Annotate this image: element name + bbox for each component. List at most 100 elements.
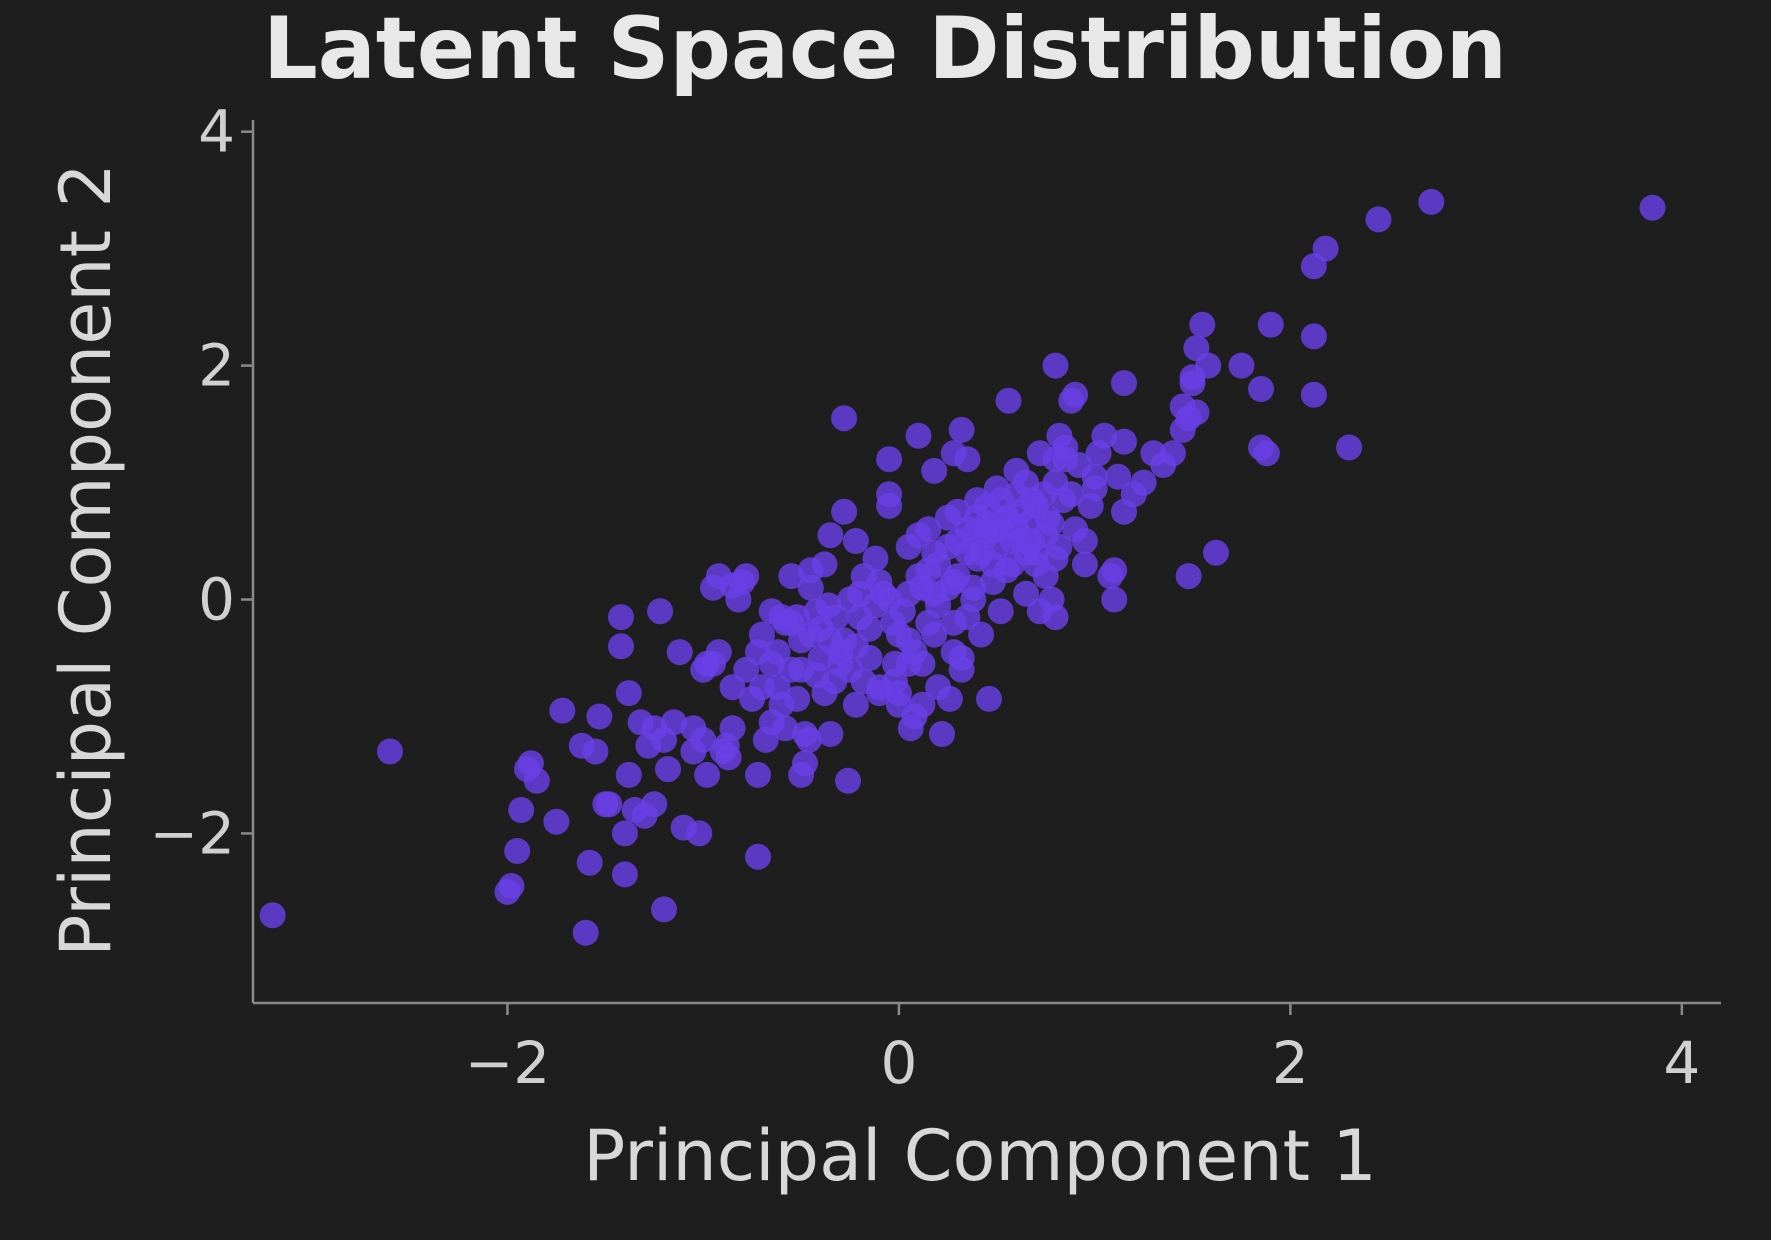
data-point [1046, 422, 1073, 449]
x-tick-label: −2 [465, 1029, 551, 1097]
data-point [1195, 352, 1222, 379]
data-point [954, 446, 981, 473]
data-point [719, 674, 746, 701]
data-point [842, 633, 869, 660]
data-point [1101, 557, 1128, 584]
data-point [905, 422, 932, 449]
data-point [921, 457, 948, 484]
data-point [745, 761, 771, 788]
data-point [715, 744, 742, 771]
data-point [586, 703, 613, 730]
x-tick-label: 4 [1663, 1029, 1700, 1097]
data-point [694, 650, 721, 677]
data-point [788, 627, 815, 654]
data-point [948, 416, 975, 443]
data-point [745, 843, 771, 870]
data-point [694, 761, 721, 788]
data-point [719, 715, 746, 742]
data-point [856, 615, 883, 642]
data-point [795, 726, 822, 753]
data-point [968, 621, 995, 648]
data-point [1081, 475, 1108, 502]
data-point [498, 873, 525, 899]
data-point [905, 522, 932, 549]
data-point [784, 685, 811, 712]
x-axis-label: Principal Component 1 [583, 1115, 1377, 1197]
data-point [778, 563, 805, 590]
data-point [944, 528, 971, 554]
data-point [733, 563, 760, 590]
data-point [745, 639, 771, 666]
data-point [700, 574, 726, 601]
data-point [1042, 545, 1069, 572]
data-point [1013, 580, 1040, 607]
y-tick-label: 4 [198, 98, 235, 166]
data-point [936, 685, 963, 712]
data-point [608, 604, 634, 631]
data-point [1058, 387, 1085, 414]
data-point [543, 808, 570, 835]
data-point [1042, 604, 1069, 631]
data-point [686, 820, 713, 847]
data-point [772, 609, 799, 636]
data-point [831, 405, 858, 432]
data-point [792, 750, 818, 777]
data-point [1179, 370, 1206, 397]
data-point [823, 604, 850, 631]
data-point [1183, 399, 1210, 426]
data-point [1365, 206, 1392, 233]
data-point [817, 522, 844, 549]
data-point [1203, 539, 1229, 566]
data-point [1189, 311, 1216, 338]
data-point [508, 797, 535, 823]
data-point [666, 639, 693, 666]
data-point [655, 756, 681, 783]
data-point [1034, 504, 1061, 531]
y-axis-label: Principal Component 2 [45, 163, 127, 957]
data-point [803, 662, 830, 689]
data-point [909, 691, 936, 718]
data-point [987, 598, 1014, 625]
points-layer [259, 188, 1666, 946]
data-point [1101, 586, 1128, 613]
data-point [1071, 528, 1098, 554]
data-point [523, 767, 550, 794]
x-tick-label: 2 [1272, 1029, 1309, 1097]
data-point [1175, 563, 1202, 590]
data-point [817, 721, 844, 747]
data-point [876, 481, 903, 508]
ticks-layer: −2 0 2 4 −2 0 2 4 [150, 98, 1701, 1097]
data-point [582, 738, 609, 765]
data-point [1030, 481, 1057, 508]
data-point [862, 592, 889, 619]
data-point [831, 498, 858, 525]
data-point [876, 446, 903, 473]
data-point [960, 574, 987, 601]
data-point [1336, 434, 1363, 461]
data-point [976, 685, 1002, 712]
data-point [862, 545, 889, 572]
data-point [979, 551, 1006, 578]
data-point [651, 896, 677, 923]
data-point [929, 721, 955, 747]
data-point [897, 715, 924, 742]
data-point [772, 715, 799, 742]
data-point [1111, 428, 1137, 455]
data-point [1022, 551, 1049, 578]
data-point [615, 761, 642, 788]
data-point [934, 504, 961, 531]
data-point [641, 791, 668, 818]
data-point [611, 861, 638, 888]
data-point [647, 598, 674, 625]
data-point [842, 691, 869, 718]
data-point [1105, 463, 1132, 490]
data-point [1418, 188, 1445, 215]
data-point [611, 820, 638, 847]
data-point [1042, 352, 1069, 379]
y-tick-label: 0 [198, 566, 235, 634]
data-point [921, 580, 948, 607]
data-point [1248, 376, 1274, 402]
data-point [1159, 440, 1186, 467]
data-point [999, 528, 1026, 554]
data-point [259, 902, 286, 929]
